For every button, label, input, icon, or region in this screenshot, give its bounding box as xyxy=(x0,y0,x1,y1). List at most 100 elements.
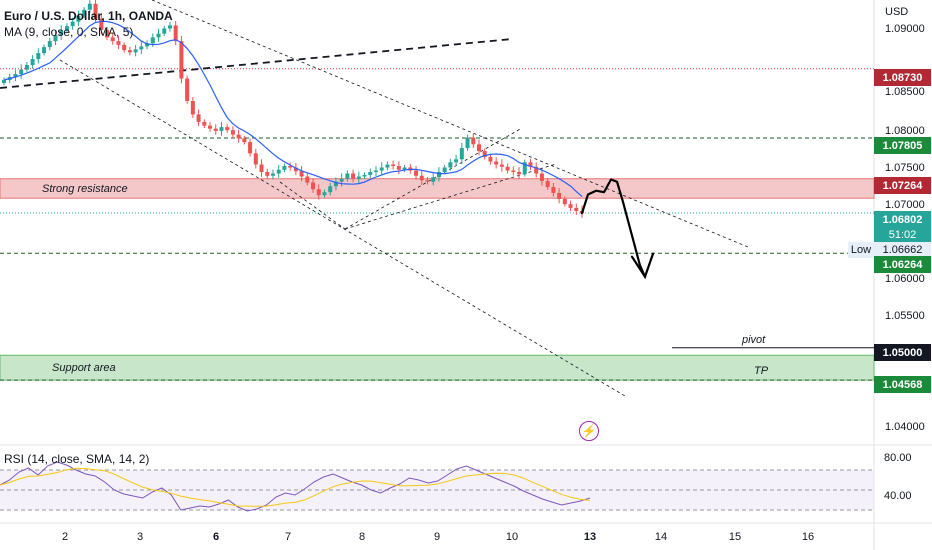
candle-body xyxy=(494,161,499,165)
low-label: Low xyxy=(848,242,874,258)
candle-body xyxy=(13,74,18,78)
date-tick: 6 xyxy=(212,531,220,543)
candle-body xyxy=(30,59,35,66)
candle-body xyxy=(339,178,344,182)
candle-body xyxy=(19,69,24,75)
candle-body xyxy=(476,144,481,152)
rsi-indicator-label[interactable]: RSI (14, close, SMA, 14, 2) xyxy=(4,452,150,466)
candle-body xyxy=(265,172,270,176)
candles xyxy=(2,0,584,218)
candle-body xyxy=(568,204,573,208)
price-tick: 1.06000 xyxy=(885,273,925,285)
candle-body xyxy=(511,170,516,173)
price-tick: 1.05500 xyxy=(885,310,925,322)
candle-body xyxy=(551,186,556,193)
price-badge-current: 1.06802 xyxy=(874,211,931,228)
candle-body xyxy=(208,125,213,129)
price-badge-support: 1.04568 xyxy=(874,376,931,393)
candle-body xyxy=(196,114,201,122)
candle-body xyxy=(362,175,367,177)
candle-body xyxy=(391,164,396,167)
date-tick: 9 xyxy=(433,531,441,543)
candle-body xyxy=(42,47,47,54)
candle-body xyxy=(53,35,58,42)
flag-line-lower xyxy=(344,163,557,230)
candle-body xyxy=(431,177,436,182)
candle-body xyxy=(351,173,356,179)
currency-label[interactable]: USD xyxy=(885,6,909,18)
price-badge-pivot: 1.05000 xyxy=(874,344,931,361)
price-badge-resistance: 1.07264 xyxy=(874,177,931,194)
price-tick: 1.08500 xyxy=(885,86,925,98)
rsi-line xyxy=(0,461,591,512)
tp-label[interactable]: TP xyxy=(754,365,769,377)
candle-body xyxy=(145,43,150,47)
candle-body xyxy=(328,186,333,193)
candle-body xyxy=(167,25,172,29)
candle-body xyxy=(259,164,264,173)
lightning-icon[interactable]: ⚡ xyxy=(579,421,599,441)
candle-body xyxy=(242,138,247,143)
candle-body xyxy=(225,127,230,131)
candle-body xyxy=(47,41,52,48)
candle-body xyxy=(562,198,567,205)
forecast-arrowhead xyxy=(630,252,655,280)
candle-body xyxy=(499,164,504,167)
candle-body xyxy=(419,175,424,181)
price-badge-red-dotted: 1.08730 xyxy=(874,69,931,86)
candle-body xyxy=(557,192,562,199)
candle-body xyxy=(356,176,361,179)
candle-body xyxy=(202,121,207,126)
candle-body xyxy=(396,166,401,170)
price-tick: 1.07000 xyxy=(885,199,925,211)
date-tick: 15 xyxy=(728,531,742,543)
candle-body xyxy=(76,15,81,22)
ma-line xyxy=(3,20,583,198)
price-tick: 1.04000 xyxy=(885,421,925,433)
low-value: 1.06662 xyxy=(874,242,931,258)
candle-body xyxy=(448,162,453,168)
candle-body xyxy=(70,21,75,27)
candle-body xyxy=(311,182,316,190)
forecast-path xyxy=(580,178,647,278)
candle-body xyxy=(436,172,441,178)
date-tick: 16 xyxy=(801,531,815,543)
candle-body xyxy=(425,180,430,182)
date-tick: 7 xyxy=(284,531,292,543)
candle-body xyxy=(127,50,132,53)
candle-body xyxy=(133,49,138,53)
candle-body xyxy=(230,130,235,135)
candle-body xyxy=(36,53,41,60)
date-tick: 3 xyxy=(136,531,144,543)
candle-body xyxy=(385,164,390,168)
candle-body xyxy=(93,3,98,19)
candle-body xyxy=(534,166,539,174)
ma-indicator-label[interactable]: MA (9, close, 0, SMA, 5) xyxy=(4,25,134,39)
candle-body xyxy=(299,171,304,177)
candle-body xyxy=(236,134,241,139)
candle-body xyxy=(219,127,224,131)
candle-body xyxy=(505,166,510,171)
candle-body xyxy=(139,46,144,50)
candle-body xyxy=(82,9,87,16)
candle-body xyxy=(288,166,293,168)
support-area-label[interactable]: Support area xyxy=(52,362,116,374)
candle-body xyxy=(459,148,464,160)
rsi-tick: 40.00 xyxy=(884,490,912,502)
candle-body xyxy=(116,41,121,45)
flag-line-left xyxy=(279,181,346,230)
candle-body xyxy=(105,29,110,38)
candle-body xyxy=(345,173,350,179)
candle-body xyxy=(528,162,533,167)
candle-body xyxy=(122,44,127,51)
candle-body xyxy=(333,181,338,187)
strong-resistance-label[interactable]: Strong resistance xyxy=(42,183,128,195)
candle-body xyxy=(322,192,327,196)
candle-body xyxy=(253,153,258,165)
candle-body xyxy=(471,137,476,145)
candle-body xyxy=(305,176,310,183)
pivot-label[interactable]: pivot xyxy=(742,334,766,346)
candle-body xyxy=(414,170,419,176)
candle-body xyxy=(110,37,115,42)
